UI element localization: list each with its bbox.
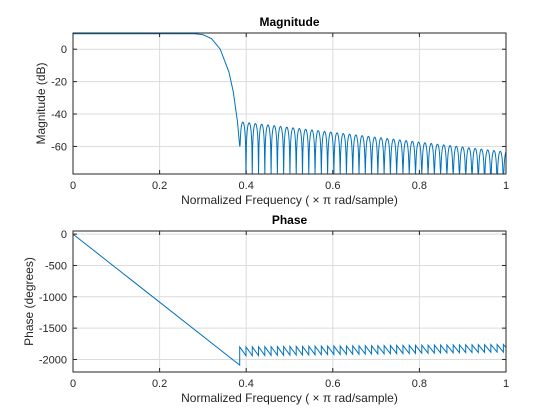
- chart-title: Magnitude: [260, 15, 320, 29]
- y-tick-label: -500: [45, 260, 67, 272]
- x-tick-label: 0.8: [412, 180, 427, 192]
- y-tick-label: 0: [61, 229, 67, 241]
- phase-plot: 0 0.2 0.4 0.6 0.8 1 0 -500 -1000 -1500 -2000 Phase N…: [22, 213, 509, 405]
- x-tick-label: 0.2: [152, 180, 167, 192]
- phase-line: [73, 233, 506, 367]
- y-tick-label: -20: [51, 77, 67, 89]
- magnitude-plot: 0 0.2 0.4 0.6 0.8 1 0 -20 -40 -60 Magnitude Normali…: [34, 15, 509, 207]
- x-tick-label: 0: [70, 378, 76, 390]
- y-axis-label: Phase (degrees): [22, 257, 36, 346]
- y-axis-label: Magnitude (dB): [34, 62, 48, 144]
- x-axis-label: Normalized Frequency ( × π rad/sample): [181, 391, 398, 405]
- y-tick-label: -40: [51, 109, 67, 121]
- axes-box: [72, 32, 507, 175]
- x-tick-label: 0: [70, 180, 76, 192]
- x-tick-label: 1: [503, 378, 509, 390]
- x-tick-label: 0.6: [325, 378, 340, 390]
- y-tick-label: -1500: [39, 323, 67, 335]
- y-tick-label: -2000: [39, 354, 67, 366]
- axes-box: [72, 230, 507, 373]
- x-tick-label: 1: [503, 180, 509, 192]
- magnitude-line: [73, 33, 506, 174]
- y-tick-label: -1000: [39, 292, 67, 304]
- x-tick-label: 0.6: [325, 180, 340, 192]
- x-axis-label: Normalized Frequency ( × π rad/sample): [181, 193, 398, 207]
- x-tick-label: 0.2: [152, 378, 167, 390]
- y-tick-label: 0: [61, 44, 67, 56]
- chart-title: Phase: [272, 213, 308, 227]
- y-tick-label: -60: [51, 141, 67, 153]
- x-tick-label: 0.4: [239, 378, 254, 390]
- x-tick-label: 0.8: [412, 378, 427, 390]
- x-tick-label: 0.4: [239, 180, 254, 192]
